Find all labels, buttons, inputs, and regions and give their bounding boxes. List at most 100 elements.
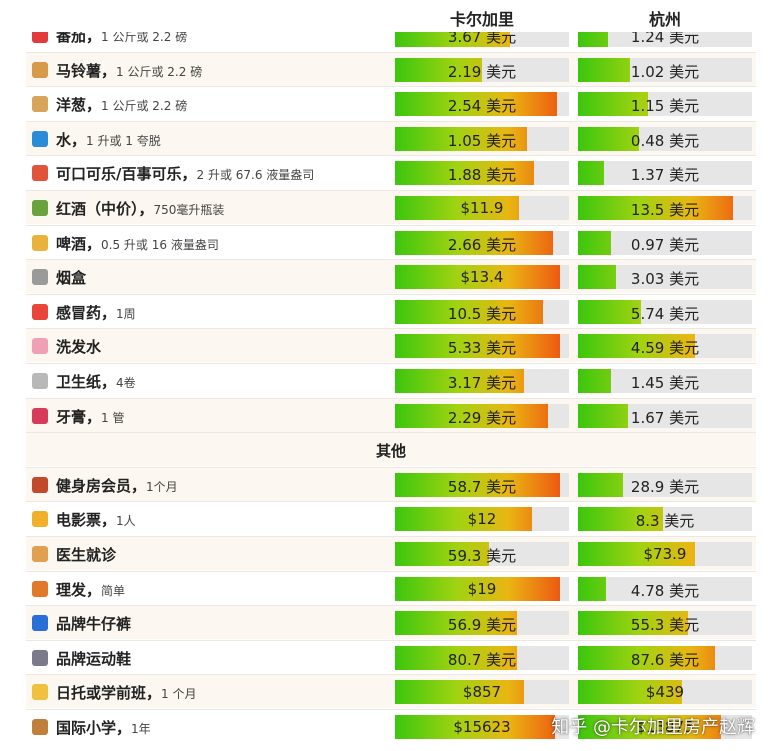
price-bar-fill	[578, 230, 612, 255]
item-label: 红酒（中价）	[56, 200, 139, 218]
item-name: 马铃薯，1 公斤或 2.2 磅	[56, 61, 203, 80]
item-label: 医生就诊	[56, 546, 117, 564]
item-label: 品牌牛仔裤	[56, 615, 132, 634]
item-label: 品牌运动鞋	[56, 649, 132, 668]
price-bar-fill	[395, 92, 557, 117]
item-note: 1 公斤或 2.2 磅	[101, 30, 188, 44]
price-bar-calgary: 10.5 美元	[395, 299, 569, 324]
column-header-hangzhou: 杭州	[648, 10, 681, 29]
price-bar-fill	[578, 299, 641, 324]
lips-icon	[32, 407, 48, 424]
table-row: 红酒（中价），750毫升瓶装 $11.9 13.5 美元	[26, 190, 756, 224]
item-name: 感冒药，1周	[56, 303, 136, 322]
price-value: $15623	[453, 718, 511, 736]
price-value: $439	[645, 683, 685, 702]
table-row: 洋葱，1 公斤或 2.2 磅 2.54 美元 1.15 美元	[26, 86, 756, 120]
price-value: 0.48 美元	[630, 131, 700, 150]
item-label: 理发	[56, 580, 87, 599]
price-bar-calgary: $857	[395, 680, 569, 705]
item-note: 750毫升瓶装	[153, 203, 225, 217]
price-value: 4.78 美元	[630, 581, 700, 600]
item-name: 可口可乐/百事可乐，2 升或 67.6 液量盎司	[56, 165, 315, 184]
wine-bottle-icon	[32, 200, 48, 216]
price-bar-fill	[395, 715, 556, 739]
price-value: $12	[467, 510, 497, 529]
table-row: 洗发水 5.33 美元 4.59 美元	[26, 328, 756, 363]
price-value: 1.67 美元	[630, 408, 700, 427]
price-bar-hangzhou: 4.59 美元	[578, 334, 752, 359]
table-row: 卫生纸，4卷 3.17 美元 1.45 美元	[26, 363, 756, 397]
price-value: 87.6 美元	[630, 650, 700, 669]
price-bar-hangzhou: 1.67 美元	[578, 403, 752, 428]
price-value: 80.7 美元	[447, 650, 517, 669]
price-bar-hangzhou: 87.6 美元	[578, 645, 752, 670]
price-bar-fill	[578, 57, 631, 82]
price-bar-fill	[578, 334, 695, 359]
price-bar-fill	[395, 680, 524, 705]
price-bar-calgary: $12	[395, 507, 569, 532]
price-bar-fill	[578, 126, 639, 151]
item-name: 啤酒，0.5 升或 16 液量盎司	[56, 234, 219, 253]
price-value: 3.03 美元	[630, 270, 700, 289]
onion-icon	[32, 96, 48, 113]
table-row: 健身房会员，1个月 58.7 美元 28.9 美元	[26, 466, 756, 501]
price-value: 8.3 美元	[635, 512, 695, 531]
item-name: 牙膏，1 管	[56, 407, 125, 426]
item-label: 电影票	[56, 511, 102, 530]
item-label: 水	[56, 130, 72, 149]
price-bar-calgary: 80.7 美元	[395, 645, 569, 670]
pill-icon	[32, 303, 48, 320]
price-bar-fill	[395, 161, 535, 186]
item-label: 洋葱	[56, 96, 87, 115]
price-value: 1.05 美元	[447, 131, 517, 150]
price-value: 3.67 美元	[447, 28, 517, 46]
price-value: 58.7 美元	[447, 477, 517, 496]
price-bar-hangzhou: 4.78 美元	[578, 576, 752, 601]
price-bar-fill	[578, 265, 617, 290]
price-bar-calgary: 2.66 美元	[395, 230, 569, 255]
watermark: 知乎 @卡尔加里房产赵辉	[551, 717, 755, 738]
item-label: 牙膏	[56, 407, 87, 426]
price-value: 1.02 美元	[630, 62, 700, 81]
price-bar-hangzhou: 55.3 美元	[578, 611, 752, 636]
item-name: 日托或学前班，1 个月	[56, 684, 197, 703]
price-bar-fill	[578, 576, 606, 601]
price-bar-fill	[578, 369, 612, 393]
price-bar-hangzhou: 13.5 美元	[578, 196, 752, 220]
price-bar-fill	[578, 611, 688, 636]
price-bar-fill	[395, 645, 517, 670]
item-name: 红酒（中价），750毫升瓶装	[56, 200, 225, 218]
price-bar-fill	[578, 403, 629, 428]
price-value: 1.37 美元	[630, 166, 700, 185]
price-bar-calgary: $19	[395, 576, 569, 601]
item-label: 感冒药	[56, 303, 102, 322]
price-bar-fill	[395, 542, 489, 566]
price-bar-fill	[578, 161, 605, 186]
item-name: 品牌牛仔裤	[56, 613, 131, 634]
item-label: 啤酒	[56, 234, 87, 253]
table-row: 烟盒 $13.4 3.03 美元	[26, 259, 756, 294]
price-value: 10.5 美元	[447, 304, 517, 323]
item-name: 电影票，1人	[56, 511, 136, 530]
price-bar-hangzhou: 0.48 美元	[578, 126, 752, 151]
price-bar-fill	[395, 576, 561, 601]
item-name: 洋葱，1 公斤或 2.2 磅	[56, 96, 188, 115]
table-header: 卡尔加里 杭州	[0, 0, 769, 32]
price-bar-hangzhou: 1.15 美元	[578, 92, 752, 117]
item-label: 卫生纸	[56, 373, 102, 391]
item-note: 1 个月	[161, 687, 197, 702]
item-name: 洗发水	[56, 336, 101, 357]
sneaker-icon	[32, 649, 48, 666]
price-value: 3.17 美元	[447, 374, 517, 392]
price-bar-fill	[578, 92, 648, 117]
price-bar-calgary: 58.7 美元	[395, 472, 569, 497]
item-note: 1 管	[101, 410, 125, 425]
baby-icon	[32, 684, 48, 701]
item-name: 国际小学，1年	[56, 719, 151, 737]
price-value: 56.9 美元	[447, 616, 517, 635]
price-value: 1.88 美元	[447, 166, 517, 185]
price-value: 28.9 美元	[630, 477, 700, 496]
item-note: 简单	[101, 583, 126, 598]
item-note: 0.5 升或 16 液量盎司	[101, 237, 219, 252]
price-value: 2.29 美元	[447, 408, 517, 427]
